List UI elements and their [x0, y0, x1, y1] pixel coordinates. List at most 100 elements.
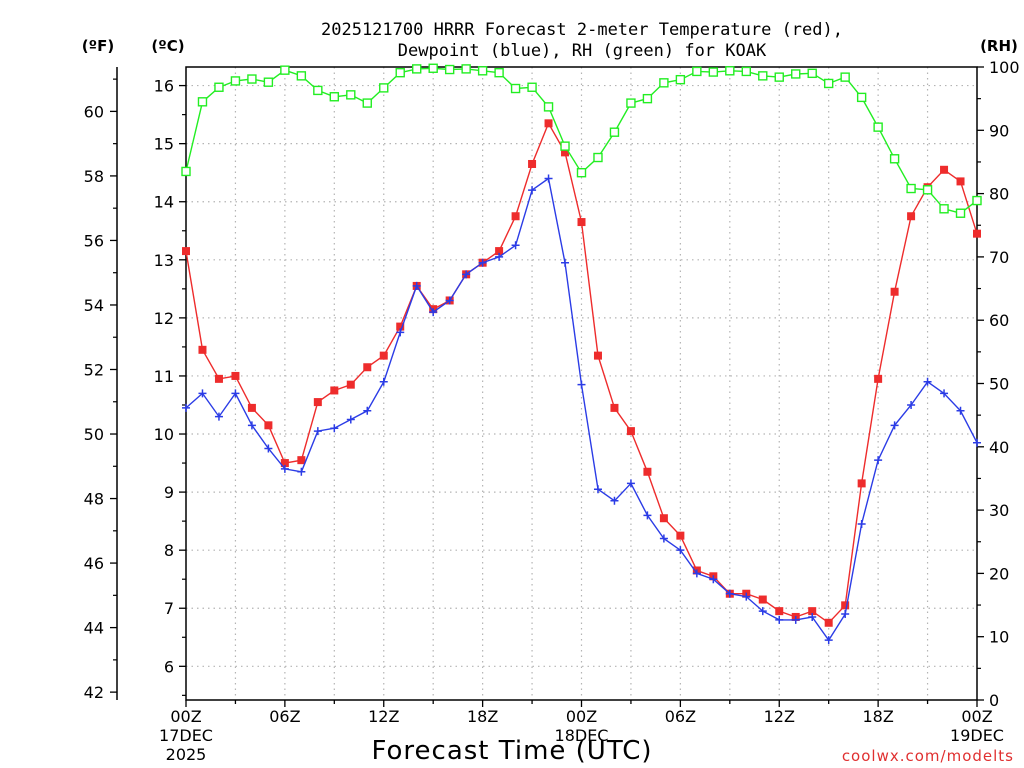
dewpoint-point — [692, 569, 701, 578]
rh-point — [263, 77, 274, 87]
rh-point — [280, 65, 290, 75]
rh-point — [972, 195, 982, 206]
dewpoint-point — [231, 389, 240, 398]
dewpoint-point — [923, 377, 932, 386]
rh-point — [675, 74, 686, 85]
rh-point — [889, 154, 900, 164]
x-tick-year-label: 2025 — [166, 745, 207, 764]
dewpoint-point — [857, 520, 866, 529]
x-tick-label: 06Z — [665, 707, 696, 726]
c-tick-label: 13 — [154, 251, 174, 270]
x-tick-date-label: 17DEC — [159, 726, 213, 745]
x-tick-label: 00Z — [961, 707, 992, 726]
temperature-point — [264, 421, 273, 430]
temperature-point — [280, 459, 289, 468]
dewpoint-point — [824, 636, 833, 645]
dewpoint-point — [791, 615, 800, 624]
rh-point — [725, 66, 735, 76]
temperature-point — [643, 467, 652, 476]
temperature-point — [495, 247, 504, 256]
dewpoint-point — [264, 444, 273, 453]
dewpoint-point — [313, 427, 322, 436]
x-tick-label: 00Z — [170, 707, 201, 726]
rh-point — [181, 166, 191, 177]
dewpoint-point — [528, 186, 537, 195]
rh-point — [412, 64, 422, 74]
dewpoint-point — [462, 270, 471, 279]
rh-series — [181, 63, 982, 218]
dewpoint-point — [412, 281, 421, 290]
chart-title-line2: Dewpoint (blue), RH (green) for KOAK — [398, 41, 767, 61]
dewpoint-point — [890, 421, 899, 430]
dewpoint-point — [379, 377, 388, 386]
f-tick-label: 54 — [84, 296, 104, 315]
rh-point — [379, 83, 389, 93]
temperature-point — [676, 531, 685, 540]
dewpoint-series — [182, 174, 981, 645]
rh-point — [609, 127, 620, 137]
rh-point — [856, 92, 867, 103]
rh-point — [626, 98, 636, 108]
f-tick-label: 46 — [84, 554, 104, 573]
x-tick-label: 12Z — [764, 707, 795, 726]
temperature-point — [313, 398, 322, 407]
dewpoint-point — [874, 456, 883, 465]
dewpoint-point — [495, 252, 504, 261]
temperature-point — [577, 218, 586, 227]
rh-point — [791, 69, 801, 79]
temperature-point — [247, 403, 256, 412]
temperature-point — [758, 595, 767, 604]
temperature-point — [363, 363, 372, 372]
unit-label-rh: (RH) — [980, 37, 1018, 55]
rh-point — [477, 66, 488, 76]
temperature-point — [593, 351, 602, 360]
c-tick-label: 15 — [154, 135, 174, 154]
rh-point — [428, 63, 438, 73]
temperature-point — [214, 374, 223, 383]
rh-tick-label: 60 — [989, 311, 1009, 330]
temperature-point — [528, 159, 537, 168]
c-tick-label: 9 — [164, 483, 174, 502]
rh-point — [758, 71, 768, 81]
x-tick-label: 18Z — [862, 707, 893, 726]
c-tick-label: 6 — [164, 657, 174, 676]
axis-ticks: 42 44 46 48 50 52 54 56 58 60 6 7 8 9 10 11 12 13 14 15 16 0 1… — [84, 58, 1020, 764]
x-axis-label: Forecast Time (UTC) — [371, 736, 652, 766]
rh-point — [906, 183, 916, 194]
f-tick-label: 50 — [84, 425, 104, 444]
dewpoint-point — [593, 485, 602, 494]
temperature-point — [775, 607, 784, 616]
dewpoint-point — [973, 438, 981, 447]
temperature-point — [659, 514, 668, 523]
rh-point — [922, 185, 933, 195]
c-tick-label: 11 — [154, 367, 174, 386]
dewpoint-point — [709, 575, 718, 584]
rh-tick-label: 90 — [989, 121, 1009, 140]
rh-point — [214, 82, 224, 92]
x-tick-date-label: 19DEC — [950, 726, 1004, 745]
dewpoint-point — [775, 615, 784, 624]
rh-point — [593, 152, 603, 163]
temperature-point — [198, 345, 207, 354]
f-tick-label: 42 — [84, 683, 104, 702]
temperature-point — [379, 351, 388, 360]
dewpoint-point — [956, 406, 965, 415]
chart-title-line1: 2025121700 HRRR Forecast 2-meter Tempera… — [321, 20, 843, 40]
dewpoint-point — [214, 412, 223, 421]
f-tick-label: 58 — [84, 167, 104, 186]
dewpoint-point — [182, 403, 190, 412]
dewpoint-point — [940, 389, 949, 398]
rh-point — [708, 67, 719, 77]
dewpoint-point — [577, 380, 586, 389]
rh-tick-label: 10 — [989, 628, 1009, 647]
rh-point — [692, 66, 702, 77]
c-tick-label: 14 — [154, 193, 174, 212]
rh-point — [444, 64, 455, 75]
rh-point — [939, 204, 949, 214]
temperature-point — [330, 386, 339, 395]
rh-point — [873, 122, 883, 132]
f-tick-label: 48 — [84, 490, 104, 509]
rh-tick-label: 20 — [989, 564, 1009, 583]
